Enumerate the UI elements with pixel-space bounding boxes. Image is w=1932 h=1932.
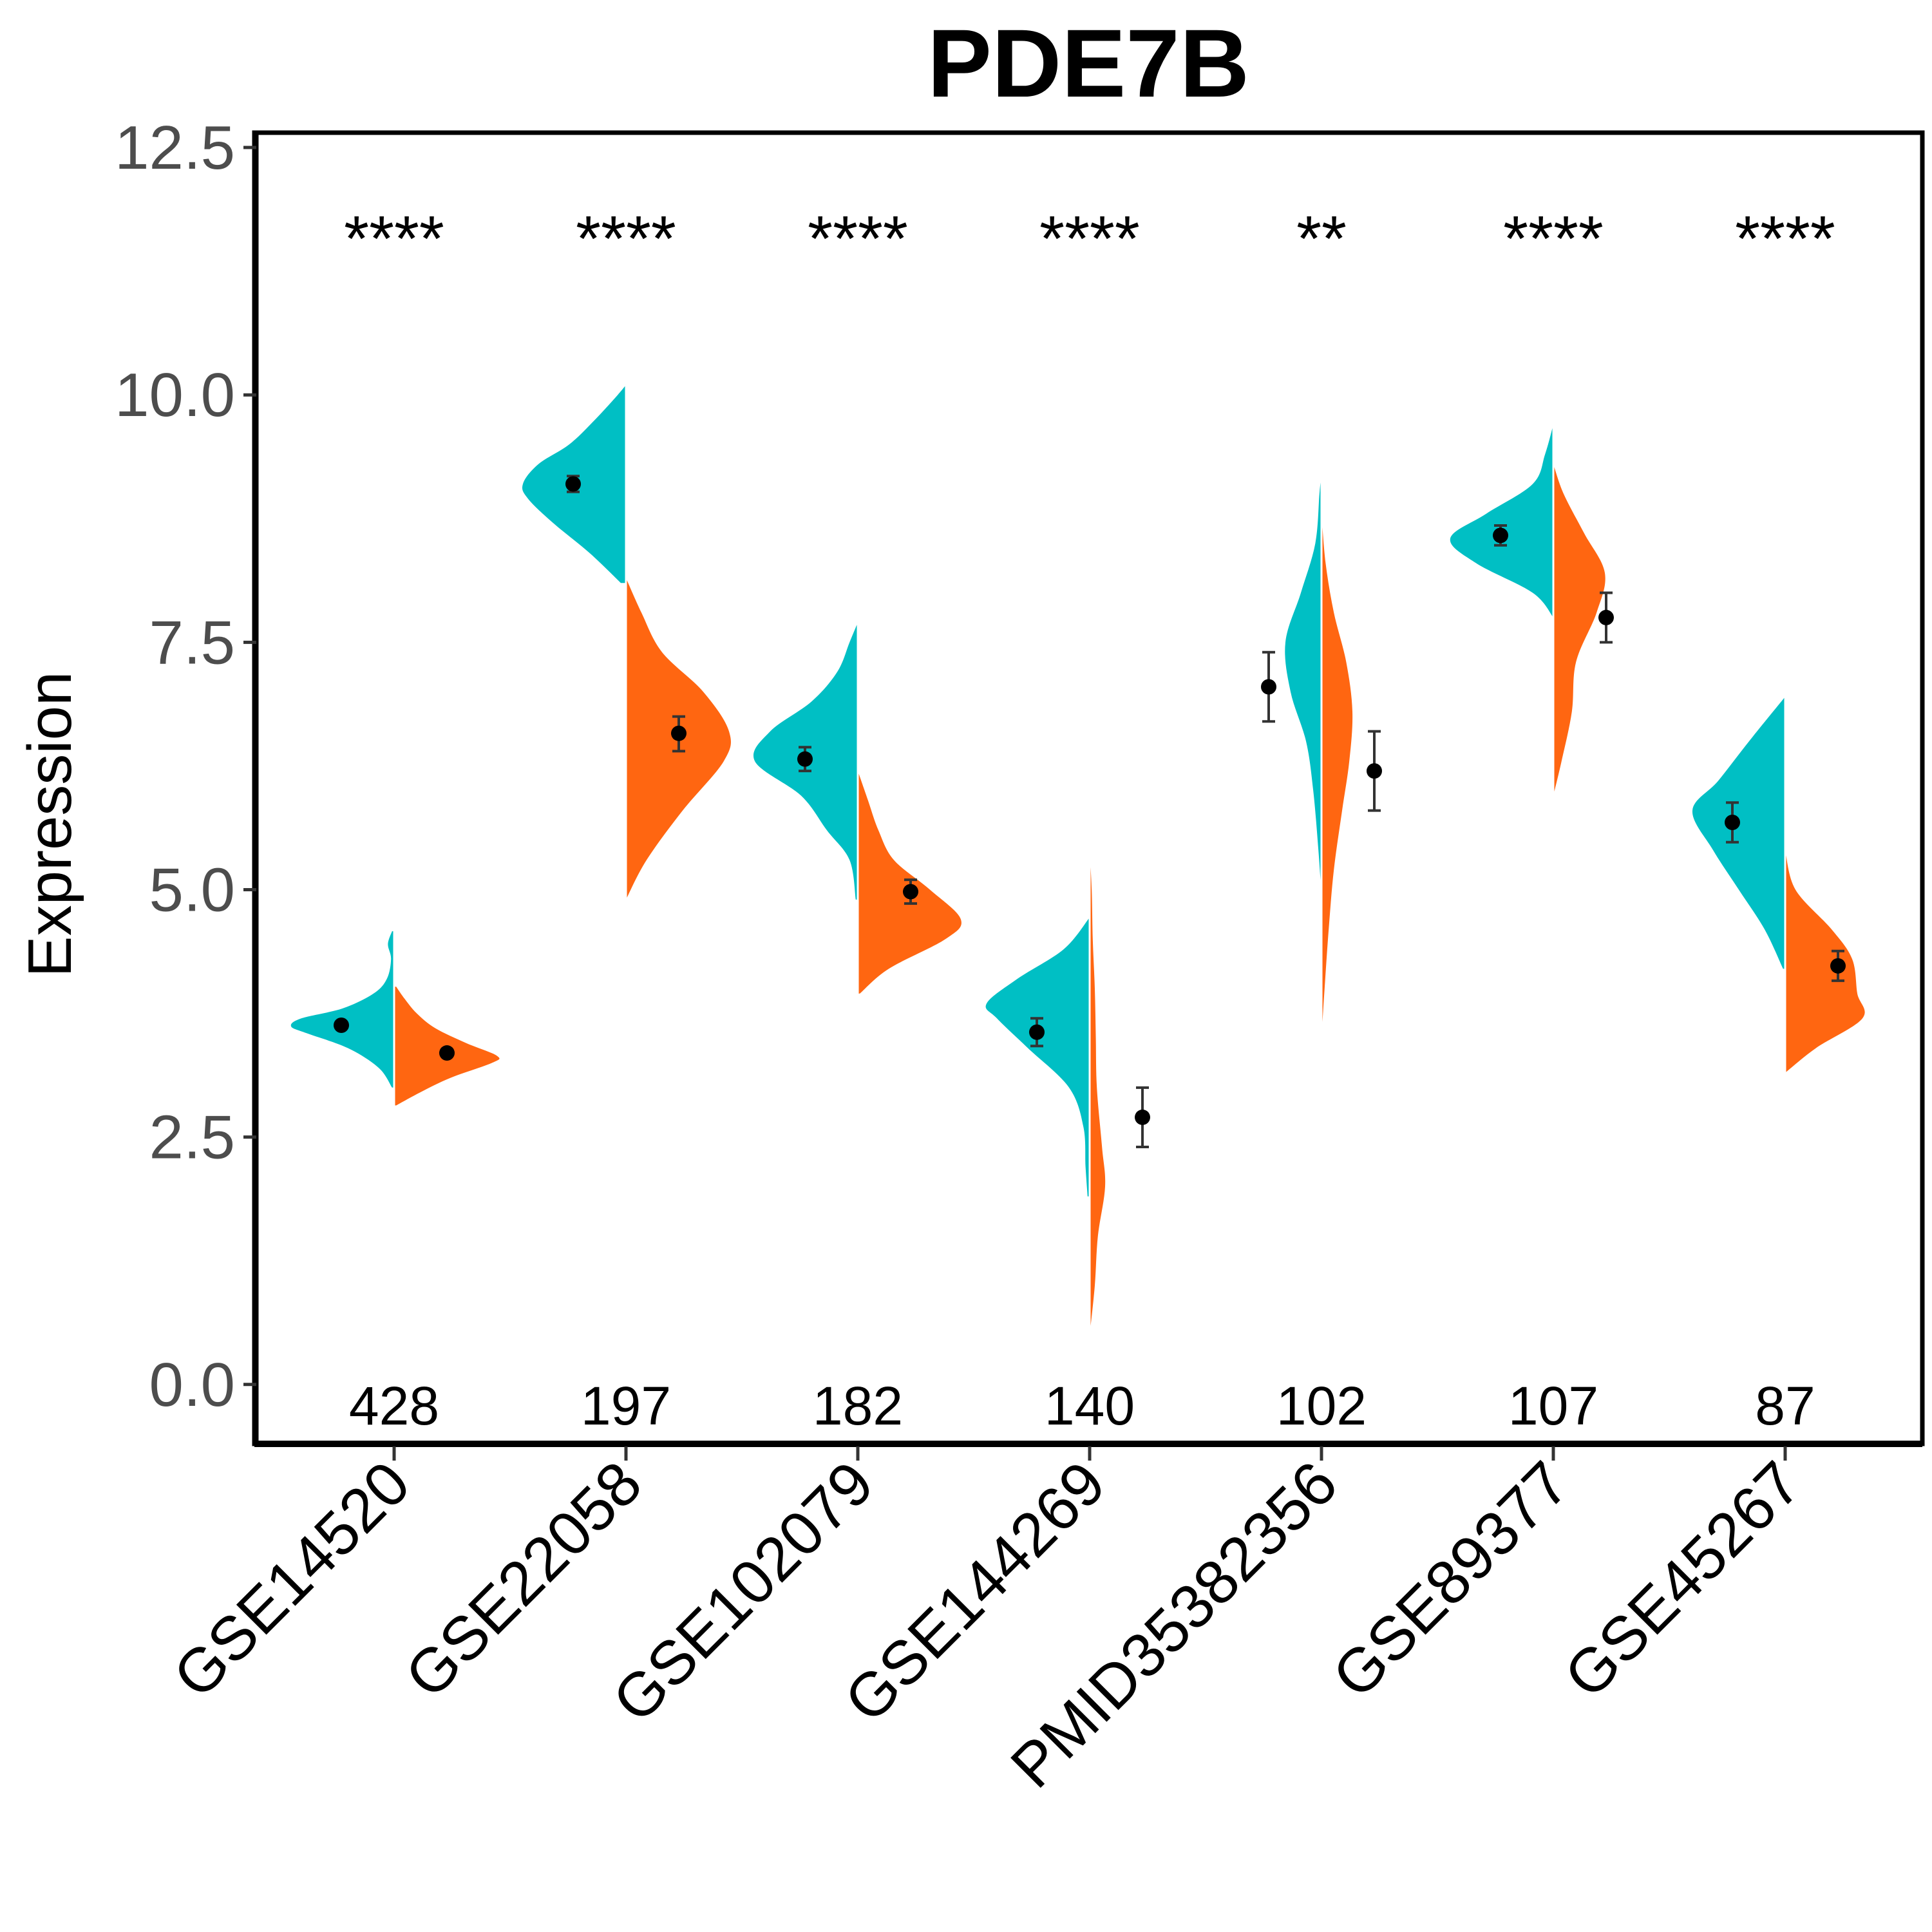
violin-left-gse144269 — [985, 917, 1090, 1197]
mean-point — [1135, 1109, 1150, 1125]
violin-left-gse45267 — [1692, 696, 1785, 969]
mean-errorbar-left-gse102079 — [797, 746, 813, 773]
sample-count-label: 182 — [813, 1376, 903, 1436]
mean-point — [671, 725, 687, 741]
x-tick-label: GSE14520 — [160, 1448, 423, 1711]
mean-errorbar-right-gse89377 — [1598, 591, 1614, 644]
mean-errorbar-right-gse45267 — [1830, 949, 1846, 982]
sample-count-label: 140 — [1045, 1376, 1135, 1436]
mean-point — [1830, 958, 1846, 974]
significance-label: **** — [344, 203, 444, 275]
violin-right-gse89377 — [1553, 464, 1605, 796]
sample-count-label: 102 — [1276, 1376, 1367, 1436]
sample-count-label: 197 — [581, 1376, 671, 1436]
mean-point — [565, 476, 581, 492]
significance-label: **** — [808, 203, 908, 275]
sample-count-label: 107 — [1508, 1376, 1598, 1436]
mean-point — [1029, 1024, 1045, 1040]
violin-right-gse144269 — [1090, 850, 1106, 1335]
violin-left-pmid35382356 — [1285, 474, 1321, 895]
violin-left-gse89377 — [1450, 424, 1553, 618]
y-tick-label: 7.5 — [149, 608, 235, 677]
mean-errorbar-right-gse102079 — [903, 878, 918, 905]
mean-errorbar-right-gse22058 — [671, 715, 687, 753]
significance-label: **** — [1039, 203, 1140, 275]
mean-errorbar-left-gse144269 — [1029, 1017, 1045, 1048]
y-tick-label: 2.5 — [149, 1103, 235, 1172]
significance-label: **** — [1735, 203, 1835, 275]
mean-errorbar-left-gse14520 — [334, 1018, 349, 1034]
mean-point — [1261, 679, 1276, 695]
y-tick-label: 0.0 — [149, 1350, 235, 1419]
mean-point — [439, 1045, 455, 1061]
mean-point — [797, 751, 813, 767]
significance-label: **** — [576, 203, 676, 275]
violin-left-gse14520 — [290, 931, 394, 1088]
plot-area: **** **** **** **** ** **** ****428 197 182 140 10… — [290, 203, 1865, 1436]
axes: 0.02.55.07.510.012.5GSE14520GSE22058GSE1… — [115, 113, 1814, 1801]
mean-point — [1367, 763, 1382, 779]
mean-errorbar-left-gse45267 — [1725, 801, 1740, 844]
x-tick-label: GSE45267 — [1551, 1448, 1814, 1711]
x-tick-label: GSE89377 — [1320, 1448, 1582, 1711]
significance-label: **** — [1503, 203, 1604, 275]
violin-right-pmid35382356 — [1321, 513, 1353, 1038]
mean-errorbar-left-pmid35382356 — [1261, 650, 1276, 723]
mean-errorbar-right-gse144269 — [1135, 1086, 1150, 1149]
mean-point — [903, 884, 918, 900]
y-tick-label: 10.0 — [115, 361, 235, 430]
sample-count-label: 428 — [349, 1376, 439, 1436]
y-tick-label: 5.0 — [149, 856, 235, 925]
mean-point — [1598, 609, 1614, 625]
mean-errorbar-right-pmid35382356 — [1367, 730, 1382, 812]
chart-title: PDE7B — [927, 9, 1249, 117]
significance-label: ** — [1296, 203, 1347, 275]
plot-panel-border — [252, 130, 1925, 1446]
y-axis-label: Expression — [15, 672, 84, 978]
mean-errorbar-left-gse89377 — [1493, 524, 1508, 547]
mean-errorbar-right-gse14520 — [439, 1045, 455, 1061]
sample-count-label: 87 — [1755, 1376, 1815, 1436]
y-tick-label: 12.5 — [115, 113, 235, 182]
mean-point — [1493, 527, 1508, 544]
violin-right-gse45267 — [1785, 850, 1865, 1073]
mean-point — [1725, 815, 1740, 831]
mean-errorbar-left-gse22058 — [565, 475, 581, 493]
mean-point — [334, 1018, 349, 1034]
